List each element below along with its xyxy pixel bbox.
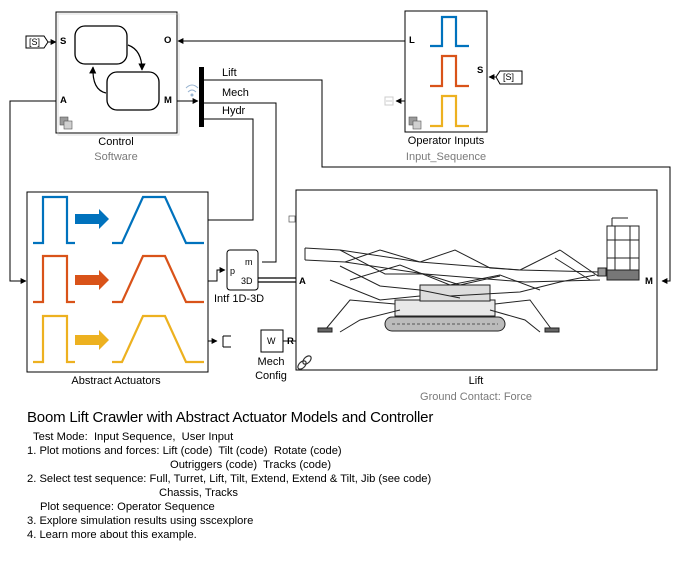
state-box-2 — [106, 71, 160, 111]
link-seq-jib[interactable]: Jib (see code) — [360, 473, 432, 485]
control-block[interactable] — [55, 11, 180, 136]
test-mode-label: Test Mode: — [33, 431, 88, 443]
terminator-icon-actuators — [208, 335, 231, 348]
mech-config-label-2: Config — [255, 370, 287, 382]
goto-tag-left-label: [S] — [29, 37, 41, 47]
annotation-item-1-row2: Outriggers (code) Tracks (code) — [170, 458, 331, 472]
link-outriggers-code[interactable]: Outriggers (code) — [170, 459, 258, 471]
intf-1d-3d-block[interactable] — [226, 249, 259, 291]
link-seq-lift[interactable]: Lift, — [209, 473, 228, 485]
yellow-arrow-icon — [75, 330, 109, 350]
blue-pulse-icon — [430, 15, 469, 48]
abstract-actuators-label: Abstract Actuators — [71, 375, 161, 387]
link-seq-chassis[interactable]: Chassis, — [159, 487, 202, 499]
control-port-s: S — [60, 36, 67, 47]
test-mode-link-input-sequence[interactable]: Input Sequence, — [93, 431, 176, 443]
lift-port-a: A — [299, 276, 306, 287]
link-seq-full[interactable]: Full, — [149, 473, 171, 485]
annotation-plot-sequence[interactable]: Plot sequence: Operator Sequence — [40, 501, 215, 513]
goto-tag-left[interactable] — [25, 35, 49, 49]
mech-config-port-r: R — [287, 336, 294, 347]
terminator-icon-left — [384, 96, 394, 106]
bus-indicator-icon — [185, 84, 199, 97]
state-box-1 — [74, 25, 128, 65]
abstract-actuators-block[interactable] — [26, 191, 209, 373]
subsystem-marker-icon — [288, 215, 296, 223]
control-port-a: A — [60, 95, 67, 106]
goto-tag-right-label: [S] — [503, 72, 515, 82]
lift-port-m: M — [645, 276, 653, 287]
control-port-m: M — [164, 95, 172, 106]
link-seq-turret[interactable]: Turret, — [173, 473, 207, 485]
blue-arrow-icon — [75, 209, 109, 229]
intf-label: Intf 1D-3D — [214, 293, 265, 305]
control-sublabel: Software — [94, 151, 138, 163]
bus-bar[interactable] — [199, 67, 204, 127]
link-seq-tilt[interactable]: Tilt, — [230, 473, 248, 485]
operator-port-l: L — [409, 35, 415, 46]
item2-prefix: 2. Select test sequence: — [27, 473, 147, 485]
boom-lift-crawler-illustration — [304, 217, 640, 333]
bus-signal-mech: Mech — [222, 87, 249, 99]
annotation-item-4[interactable]: 4. Learn more about this example. — [27, 529, 197, 541]
orange-pulse-icon — [430, 54, 469, 88]
goto-tag-right[interactable] — [495, 70, 523, 85]
link-icon — [297, 355, 312, 370]
link-tilt-code[interactable]: Tilt (code) — [218, 445, 268, 457]
bus-signal-lift: Lift — [222, 67, 237, 79]
intf-port-3d: 3D — [241, 276, 253, 286]
mech-config-icon-text: W — [267, 336, 276, 346]
item1-prefix: 1. Plot motions and forces: — [27, 445, 160, 457]
link-rotate-code[interactable]: Rotate (code) — [273, 445, 342, 457]
intf-port-p: p — [230, 266, 236, 276]
control-label: Control — [98, 136, 134, 148]
subsystem-icon — [63, 120, 73, 130]
lift-label: Lift — [468, 375, 484, 387]
control-port-o: O — [164, 35, 172, 46]
link-seq-extend[interactable]: Extend, — [250, 473, 289, 485]
signal-lines — [9, 38, 671, 342]
annotation-test-mode: Test Mode: Input Sequence, User Input — [33, 430, 233, 444]
link-lift-code[interactable]: Lift (code) — [162, 445, 213, 457]
operator-inputs-sublabel: Input_Sequence — [405, 151, 487, 163]
yellow-pulse-icon — [430, 94, 469, 128]
operator-inputs-label: Operator Inputs — [407, 135, 485, 147]
annotation-item-2-row2: Chassis, Tracks — [159, 486, 238, 500]
test-mode-link-user-input[interactable]: User Input — [181, 431, 234, 443]
intf-port-m: m — [245, 257, 253, 267]
annotation-title: Boom Lift Crawler with Abstract Actuator… — [27, 409, 434, 426]
orange-arrow-icon — [75, 270, 109, 290]
operator-inputs-block[interactable] — [404, 10, 488, 133]
annotation-item-1: 1. Plot motions and forces: Lift (code) … — [27, 444, 342, 458]
operator-port-s: S — [477, 65, 484, 76]
annotation-item-3[interactable]: 3. Explore simulation results using ssce… — [27, 515, 254, 527]
lift-sublabel: Ground Contact: Force — [420, 391, 532, 403]
link-seq-extend-tilt[interactable]: Extend & Tilt, — [291, 473, 358, 485]
link-seq-tracks[interactable]: Tracks — [204, 487, 238, 499]
link-tracks-code[interactable]: Tracks (code) — [263, 459, 332, 471]
bus-signal-hydr: Hydr — [222, 105, 246, 117]
lift-block[interactable] — [288, 189, 658, 371]
annotation-item-2: 2. Select test sequence: Full, Turret, L… — [27, 472, 431, 486]
mech-config-label-1: Mech — [257, 356, 285, 368]
